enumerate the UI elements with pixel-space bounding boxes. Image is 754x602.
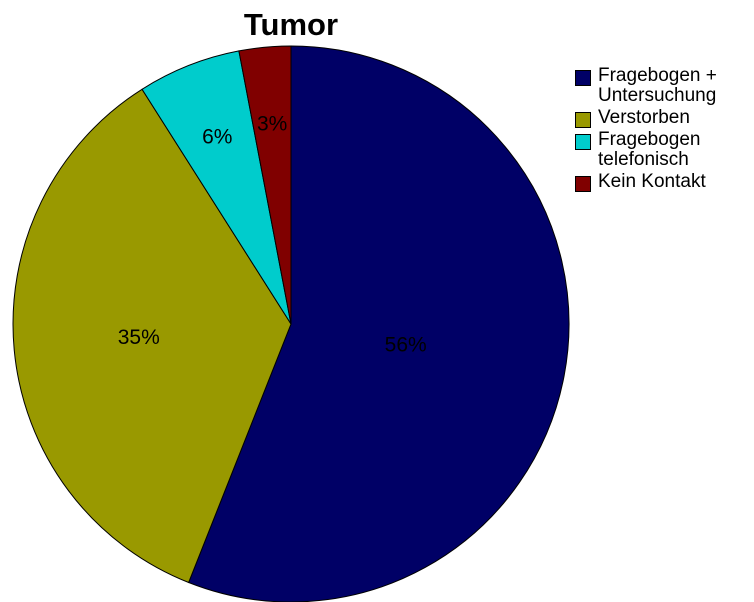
legend-label: Fragebogen + Untersuchung [598,65,717,106]
legend-swatch [575,176,591,192]
chart-title: Tumor [244,7,338,42]
legend-item: Verstorben [575,108,745,128]
legend-swatch [575,112,591,128]
legend-item: Kein Kontakt [575,172,745,192]
legend-swatch [575,70,591,86]
legend-item: Fragebogen telefonisch [575,130,745,170]
pie-slice [188,45,570,602]
legend-label: Kein Kontakt [598,171,706,192]
pie-slice [238,45,292,325]
legend: Fragebogen + Untersuchung Verstorben Frage… [575,66,745,194]
data-label: 35% [118,326,160,349]
pie-slice [12,88,292,584]
legend-item: Fragebogen + Untersuchung [575,66,745,106]
legend-label: Fragebogen telefonisch [598,129,701,170]
legend-swatch [575,134,591,150]
data-label: 56% [385,333,427,356]
legend-label: Verstorben [598,107,690,128]
data-label: 3% [257,112,287,135]
data-label: 6% [202,125,232,148]
